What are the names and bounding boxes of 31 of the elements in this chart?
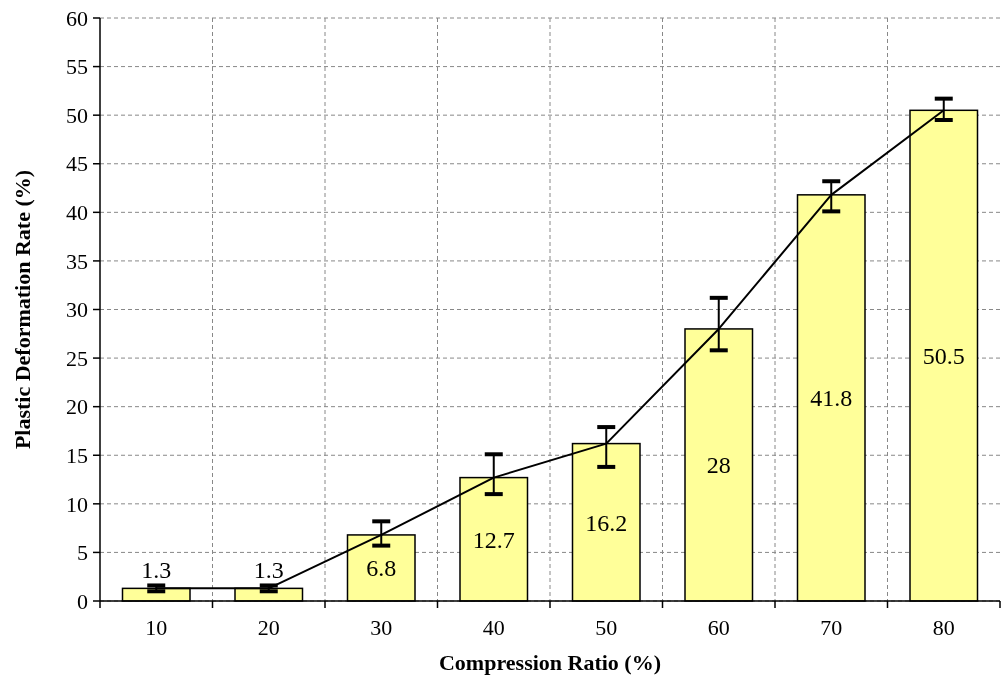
x-tick-label: 80 [932, 615, 955, 640]
data-label: 50.5 [922, 343, 965, 370]
y-tick-label: 30 [66, 297, 88, 323]
y-tick-label: 5 [77, 540, 88, 566]
y-tick-label: 40 [66, 200, 88, 226]
data-label: 6.8 [366, 555, 397, 582]
y-tick-label: 10 [66, 491, 88, 517]
x-tick-label: 40 [482, 615, 505, 640]
y-tick-label: 55 [66, 54, 88, 80]
data-label: 1.3 [253, 557, 284, 584]
x-tick-label: 10 [145, 615, 168, 640]
y-axis-title: Plastic Deformation Rate (%) [10, 169, 35, 450]
x-tick-label: 20 [257, 615, 280, 640]
data-label: 12.7 [472, 526, 515, 553]
x-tick-label: 30 [370, 615, 393, 640]
y-tick-label: 45 [66, 151, 88, 177]
y-tick-label: 0 [77, 588, 88, 614]
y-tick-label: 20 [66, 394, 88, 420]
x-tick-label: 60 [707, 615, 730, 640]
y-tick-label: 60 [66, 5, 88, 31]
y-tick-label: 25 [66, 345, 88, 371]
y-tick-label: 50 [66, 102, 88, 128]
data-label: 28 [706, 452, 731, 479]
x-tick-label: 70 [820, 615, 843, 640]
x-tick-label: 50 [595, 615, 618, 640]
y-tick-label: 15 [66, 442, 88, 468]
data-label: 41.8 [810, 385, 853, 412]
data-label: 1.3 [141, 557, 172, 584]
y-tick-label: 35 [66, 248, 88, 274]
x-axis-title: Compression Ratio (%) [438, 650, 662, 675]
data-label: 16.2 [585, 509, 628, 536]
